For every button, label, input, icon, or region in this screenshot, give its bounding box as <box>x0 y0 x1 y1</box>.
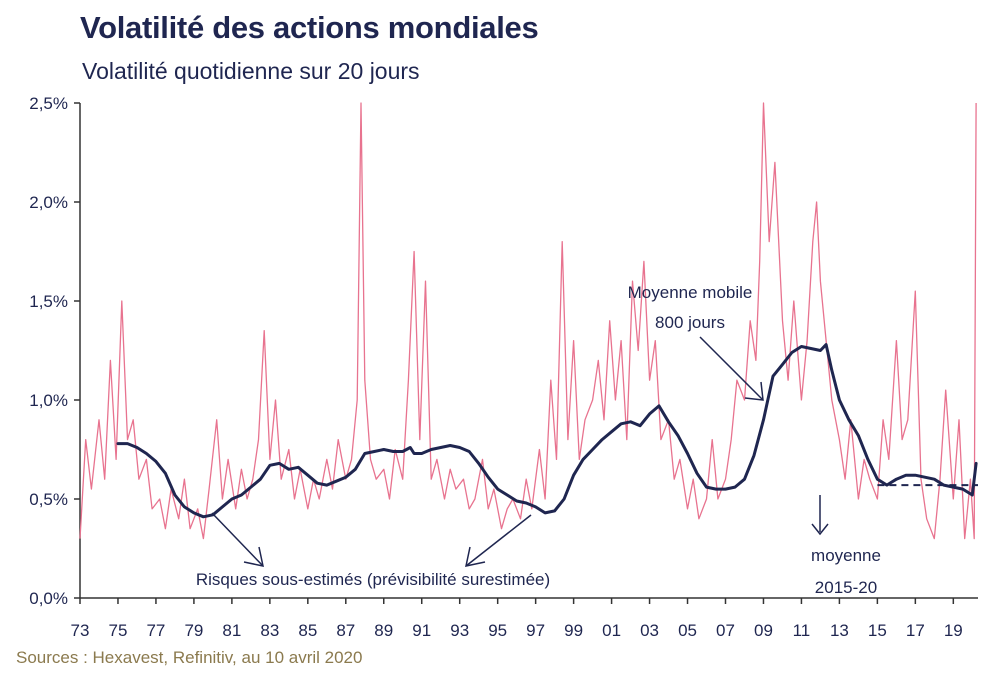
y-axis: 0,0% 0,5% 1,0% 1,5% 2,0% 2,5% <box>29 94 81 608</box>
annotation-arrow-moving-average <box>699 336 764 401</box>
x-tick-label: 01 <box>602 621 621 640</box>
x-tick-label: 77 <box>146 621 165 640</box>
source-note: Sources : Hexavest, Refinitiv, au 10 avr… <box>16 648 363 667</box>
x-tick-label: 17 <box>906 621 925 640</box>
x-tick-label: 87 <box>336 621 355 640</box>
x-tick-label: 93 <box>450 621 469 640</box>
x-tick-label: 85 <box>298 621 317 640</box>
x-tick-label: 79 <box>184 621 203 640</box>
annotation-arrow-risk-right <box>465 514 532 567</box>
annotation-arrow-risk-left <box>211 512 264 567</box>
x-tick-label: 95 <box>488 621 507 640</box>
x-tick-label: 07 <box>716 621 735 640</box>
x-tick-label: 83 <box>260 621 279 640</box>
x-axis: 73 75 77 79 81 83 85 87 89 91 93 95 97 99 01 03 05 07 09 11… <box>71 597 978 640</box>
x-tick-label: 91 <box>412 621 431 640</box>
x-tick-label: 11 <box>793 621 811 640</box>
x-tick-label: 99 <box>564 621 583 640</box>
annotation-moving-average-line1: Moyenne mobile <box>628 283 753 302</box>
y-tick-label: 1,0% <box>29 391 68 410</box>
y-tick-label: 0,0% <box>29 589 68 608</box>
x-tick-label: 89 <box>374 621 393 640</box>
series-thin <box>79 102 977 540</box>
x-tick-label: 75 <box>109 621 128 640</box>
y-tick-label: 2,5% <box>29 94 68 113</box>
y-tick-label: 2,0% <box>29 193 68 212</box>
x-tick-label: 97 <box>526 621 545 640</box>
annotation-arrowhead-risk-left <box>243 546 264 567</box>
annotation-average-line2: 2015-20 <box>815 578 877 597</box>
x-tick-label: 03 <box>640 621 659 640</box>
series-thick <box>116 343 978 519</box>
y-tick-label: 0,5% <box>29 490 68 509</box>
annotation-arrowhead-average <box>811 523 829 536</box>
x-tick-label: 13 <box>830 621 849 640</box>
annotations: Moyenne mobile 800 jours Risques sous-es… <box>196 283 881 597</box>
annotation-underestimated-risks: Risques sous-estimés (prévisibilité sure… <box>196 570 550 589</box>
x-tick-label: 05 <box>678 621 697 640</box>
annotation-moving-average-line2: 800 jours <box>655 313 725 332</box>
chart-title: Volatilité des actions mondiales <box>80 10 539 45</box>
x-tick-label: 09 <box>754 621 773 640</box>
chart-subtitle: Volatilité quotidienne sur 20 jours <box>82 58 420 84</box>
x-tick-label: 15 <box>868 621 887 640</box>
annotation-average-line1: moyenne <box>811 546 881 565</box>
x-tick-label: 81 <box>222 621 241 640</box>
x-tick-label: 73 <box>71 621 90 640</box>
annotation-arrowhead-moving-average <box>744 381 764 401</box>
y-tick-label: 1,5% <box>29 292 68 311</box>
series-layer <box>79 102 978 540</box>
annotation-arrowhead-risk-right <box>465 546 486 567</box>
x-tick-label: 19 <box>944 621 963 640</box>
